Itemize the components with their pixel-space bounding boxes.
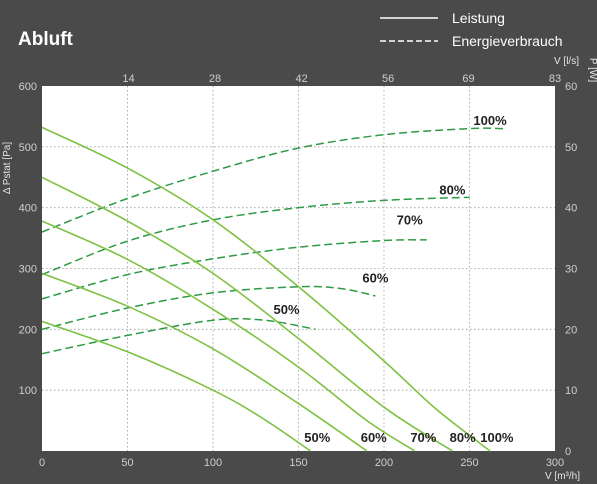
x2-tick-label: 42 [295,73,307,85]
power-curve-100 [41,127,504,233]
power-curve-label: 60% [362,270,388,285]
y2-tick-label: 0 [565,446,571,458]
x-tick-label: 200 [375,457,393,469]
y-tick-label: 400 [19,203,37,215]
power-curve-label: 70% [397,213,423,228]
x2-axis-label: V [l/s] [554,56,579,67]
x-tick-label: 150 [289,457,307,469]
x-tick-label: 250 [460,457,478,469]
power-curve-80 [41,196,470,276]
x2-tick-label: 28 [209,73,221,85]
y-axis-label: Δ Pstat [Pa] [2,142,13,194]
x-tick-label: 50 [121,457,133,469]
pressure-curve-label: 50% [304,430,330,445]
x-axis-label: V [m³/h] [545,471,580,482]
chart-title: Abluft [18,29,74,50]
pressure-curve-label: 60% [361,430,387,445]
x-tick-label: 0 [39,457,45,469]
y2-tick-label: 60 [565,81,577,93]
power-curve-60 [41,285,376,331]
power-curve-label: 50% [274,302,300,317]
pressure-curve-label: 80% [450,430,476,445]
x2-tick-label: 83 [549,73,561,85]
power-curve-70 [41,239,427,300]
y2-axis-label: P [W] [587,58,597,82]
pressure-curve-60 [41,272,368,452]
power-curve-label: 100% [473,113,507,128]
y-tick-label: 500 [19,142,37,154]
pressure-curve-100 [41,126,491,452]
y-tick-label: 200 [19,324,37,336]
y2-tick-label: 40 [565,203,577,215]
power-curves [41,127,504,355]
pressure-curve-label: 70% [410,430,436,445]
y-tick-label: 300 [19,264,37,276]
y2-tick-label: 50 [565,142,577,154]
pressure-curves [41,126,491,452]
power-curve-50 [41,317,316,355]
y-tick-label: 600 [19,81,37,93]
curve-labels: 100% 80% 70% 60% 50% 50% 60% 70% 80% 100% [274,113,514,445]
legend-label-leistung: Leistung [452,10,505,26]
pressure-curve-50 [41,320,311,452]
x-tick-label: 100 [204,457,222,469]
pressure-curve-70 [41,220,416,452]
y2-tick-label: 20 [565,324,577,336]
x2-tick-label: 14 [122,73,134,85]
pressure-curve-label: 100% [480,430,514,445]
legend-label-energieverbrauch: Energieverbrauch [452,33,563,49]
y2-tick-label: 10 [565,385,577,397]
power-curve-label: 80% [439,182,465,197]
x2-tick-label: 56 [382,73,394,85]
y2-tick-label: 30 [565,264,577,276]
pressure-curve-80 [41,176,453,452]
x2-tick-label: 69 [462,73,474,85]
y-tick-label: 100 [19,385,37,397]
x-tick-label: 300 [546,457,564,469]
